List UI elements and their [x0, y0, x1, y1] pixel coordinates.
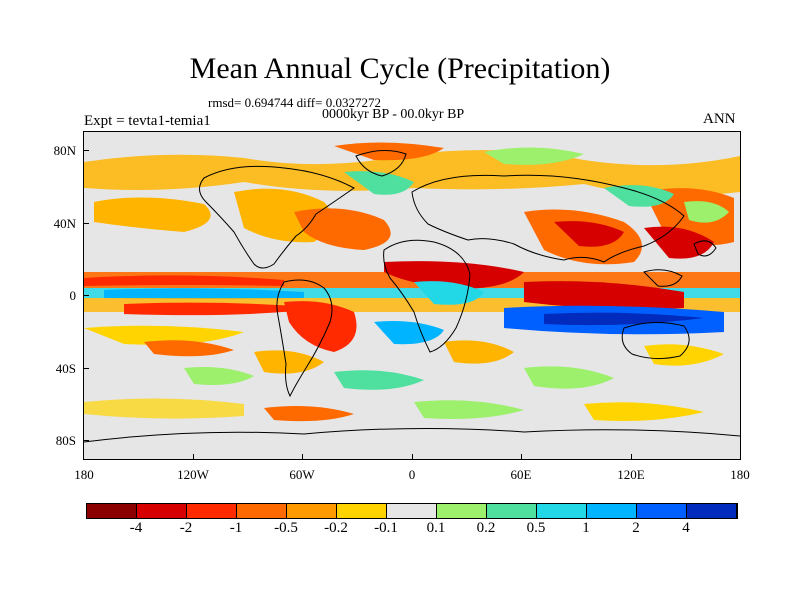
x-tick [740, 454, 741, 460]
x-tick [193, 454, 194, 460]
x-axis-label-60e: 60E [510, 467, 532, 482]
season-label: ANN [703, 111, 736, 127]
colorbar-label: 0.2 [476, 520, 496, 536]
colorbar-segment [387, 504, 437, 518]
y-tick [83, 440, 89, 441]
y-axis-label-40n: 40N [53, 216, 76, 231]
colorbar-label: -4 [129, 520, 143, 536]
precipitation-map [83, 131, 741, 460]
colorbar-label: 0.1 [426, 520, 446, 536]
y-tick [83, 295, 89, 296]
y-axis-label-80n: 80N [53, 143, 76, 158]
y-axis-label-eq: 0 [69, 288, 77, 303]
colorbar-label: -0.2 [324, 520, 348, 536]
colorbar-label: 4 [682, 520, 690, 536]
x-tick [631, 454, 632, 460]
x-tick [302, 454, 303, 460]
coastlines [84, 150, 740, 443]
y-tick [83, 150, 89, 151]
colorbar [86, 503, 738, 519]
x-axis-label-180w: 180 [74, 467, 94, 482]
colorbar-segment [137, 504, 187, 518]
colorbar-label: -2 [179, 520, 193, 536]
colorbar-segment [487, 504, 537, 518]
colorbar-segment [87, 504, 137, 518]
x-axis-label-120e: 120E [617, 467, 645, 482]
x-tick [83, 454, 84, 460]
colorbar-label: 2 [632, 520, 640, 536]
y-axis-label-80s: 80S [55, 433, 76, 448]
y-tick [83, 223, 89, 224]
experiment-label: Expt = tevta1-temia1 [84, 113, 211, 129]
anomaly-patches [84, 142, 740, 422]
x-axis-label-120w: 120W [177, 467, 209, 482]
x-tick [521, 454, 522, 460]
time-period-label: 0000kyr BP - 00.0kyr BP [322, 107, 465, 122]
y-tick [83, 368, 89, 369]
x-axis-label-60w: 60W [289, 467, 315, 482]
colorbar-segment [437, 504, 487, 518]
colorbar-label: 1 [582, 520, 590, 536]
colorbar-segment [287, 504, 337, 518]
colorbar-segment [537, 504, 587, 518]
colorbar-label: 0.5 [526, 520, 546, 536]
colorbar-label: -0.1 [374, 520, 398, 536]
map-canvas [84, 142, 740, 443]
x-tick [412, 454, 413, 460]
rmsd-diff-stats: rmsd= 0.694744 diff= 0.0327272 [208, 95, 381, 110]
y-axis-label-40s: 40S [55, 361, 76, 376]
colorbar-segment [587, 504, 637, 518]
colorbar-label: -0.5 [274, 520, 298, 536]
page-title: Mean Annual Cycle (Precipitation) [189, 52, 611, 85]
colorbar-segment [337, 504, 387, 518]
x-axis-label-180e: 180 [730, 467, 750, 482]
colorbar-segment [687, 504, 737, 518]
colorbar-segment [237, 504, 287, 518]
colorbar-segment [637, 504, 687, 518]
x-axis-label-0: 0 [408, 467, 416, 482]
colorbar-segment [187, 504, 237, 518]
colorbar-label: -1 [229, 520, 243, 536]
